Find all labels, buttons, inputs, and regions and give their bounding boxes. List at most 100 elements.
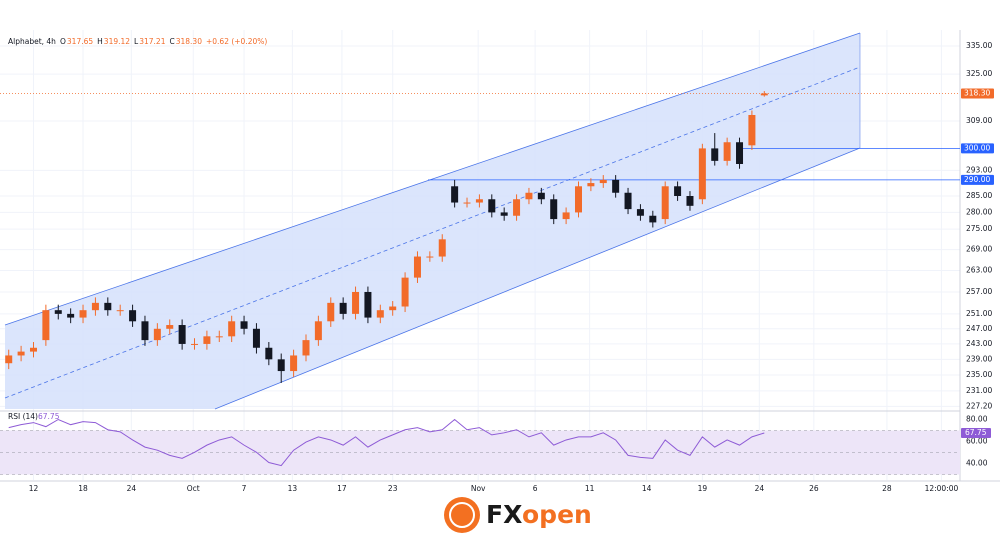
brand-open: open [522,500,592,529]
symbol-title: Alphabet, 4h [8,37,56,46]
candle-body [723,142,731,161]
ohlc-change: +0.62 (+0.20%) [206,37,267,46]
candle-body [302,340,310,356]
candle-body [67,313,75,318]
candle-body [29,347,37,352]
y-tick-label: 257.00 [966,287,992,296]
ohlc-value: 317.65 [67,37,93,46]
x-tick-label: 28 [882,484,892,493]
ohlc-value: 317.21 [139,37,165,46]
candle-body [178,325,186,344]
brand-fx: FX [486,500,522,529]
rsi-legend-value: 67.75 [38,412,60,421]
rsi-tick-label: 60.00 [966,437,988,446]
candle-body [79,310,87,318]
level-label: 300.00 [964,143,990,152]
candle-body [42,310,50,341]
x-tick-label: 17 [337,484,347,493]
candle-body [636,209,644,216]
x-tick-label: 23 [388,484,398,493]
candle-body [562,212,570,220]
x-tick-label: 13 [288,484,298,493]
plot [0,91,960,475]
y-tick-label: 251.00 [966,309,992,318]
candle-body [352,291,360,314]
rsi-title: RSI (14) [8,412,38,421]
y-tick-label: 335.00 [966,41,992,50]
candle-body [463,202,471,204]
candle-body [649,215,657,223]
candle-body [438,239,446,257]
candle-body [141,321,149,341]
x-tick-label: Nov [471,484,486,493]
candle-body [711,148,719,161]
candle-body [228,321,236,337]
candle-body [612,179,620,193]
last-price-box [961,88,994,99]
x-tick-label: 7 [242,484,247,493]
candle-body [760,93,768,96]
channel-upper [4,32,861,326]
channel-fill [5,33,860,409]
y-tick-label: 239.00 [966,354,992,363]
x-tick-label: 6 [533,484,538,493]
y-tick-label: 247.00 [966,324,992,333]
y-tick-label: 235.00 [966,370,992,379]
candle-body [364,291,372,318]
y-tick-label: 309.00 [966,116,992,125]
x-tick-label: 19 [698,484,708,493]
candle-body [290,355,298,372]
ohlc-key: L [134,37,139,46]
rsi-value-box [961,427,991,438]
candle-body [252,328,260,348]
candle-body [587,183,595,187]
channel-lower [214,147,861,410]
candle-body [500,212,508,216]
candle-body [413,256,421,278]
candle-body [451,186,459,203]
x-tick-label: 12 [29,484,39,493]
x-tick-label: 24 [755,484,765,493]
y-tick-label: 269.00 [966,245,992,254]
y-tick-label: 231.00 [966,386,992,395]
candle-body [599,179,607,184]
y-tick-label: 243.00 [966,339,992,348]
ohlc-key: O [60,37,66,46]
ohlc-value: 318.30 [176,37,202,46]
level-label: 290.00 [964,175,990,184]
ohlc-key: H [97,37,103,46]
candle-body [376,310,384,318]
candle-body [91,302,99,311]
candle-body [203,336,211,344]
rsi-tick-label: 80.00 [966,415,988,424]
candle-body [624,192,632,210]
candle-body [153,328,161,341]
candle-body [54,310,62,314]
candle-body [550,199,558,220]
y-tick-label: 293.00 [966,165,992,174]
x-tick-label: Oct [187,484,200,493]
channel-mid [4,66,861,399]
x-tick-label: 14 [642,484,652,493]
last-price-label: 318.30 [964,88,990,97]
candle-body [736,142,744,165]
candle-body [265,347,273,360]
x-tick-label: 18 [78,484,88,493]
candle-body [277,359,285,372]
candle-body [748,114,756,146]
y-tick-label: 275.00 [966,224,992,233]
candle-body [475,199,483,203]
candle-body [314,321,322,341]
candle-body [513,199,521,216]
rsi-value-label: 67.75 [965,428,987,437]
candle-body [426,256,434,258]
candle-body [5,355,13,364]
y-tick-label: 325.00 [966,69,992,78]
ohlc-value: 319.12 [104,37,130,46]
candle-body [488,199,496,213]
candle-body [215,336,223,338]
y-tick-label: 285.00 [966,191,992,200]
candle-body [104,302,112,311]
candle-body [574,186,582,213]
